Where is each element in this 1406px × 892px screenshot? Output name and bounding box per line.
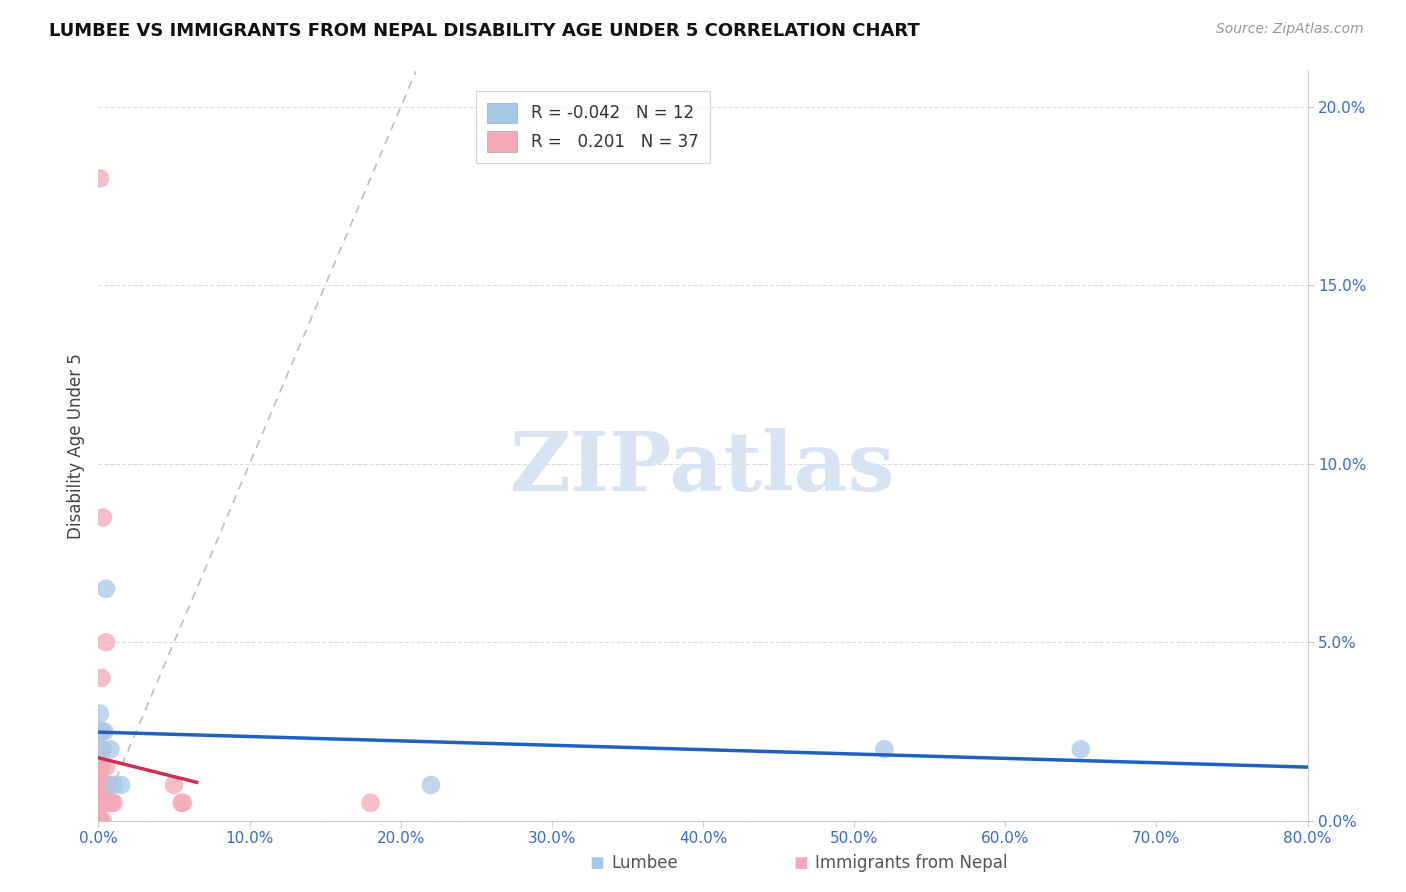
- Point: [91, 814, 114, 828]
- Point: [170, 796, 193, 810]
- Point: [96, 796, 118, 810]
- Point: [89, 706, 111, 721]
- Text: ZIPatlas: ZIPatlas: [510, 428, 896, 508]
- Point: [93, 778, 115, 792]
- Point: [89, 778, 111, 792]
- Point: [90, 724, 112, 739]
- Point: [91, 796, 114, 810]
- Point: [90, 742, 112, 756]
- Point: [103, 796, 125, 810]
- Point: [90, 671, 112, 685]
- Text: LUMBEE VS IMMIGRANTS FROM NEPAL DISABILITY AGE UNDER 5 CORRELATION CHART: LUMBEE VS IMMIGRANTS FROM NEPAL DISABILI…: [49, 22, 920, 40]
- Point: [100, 742, 122, 756]
- Point: [89, 724, 111, 739]
- Point: [93, 724, 115, 739]
- Text: Source: ZipAtlas.com: Source: ZipAtlas.com: [1216, 22, 1364, 37]
- Text: ◼: ◼: [793, 855, 808, 872]
- Point: [89, 796, 111, 810]
- Point: [93, 796, 115, 810]
- Point: [89, 778, 111, 792]
- Point: [420, 778, 443, 792]
- Point: [172, 796, 194, 810]
- Text: ◼: ◼: [589, 855, 605, 872]
- Legend: R = -0.042   N = 12, R =   0.201   N = 37: R = -0.042 N = 12, R = 0.201 N = 37: [475, 91, 710, 163]
- Point: [89, 171, 111, 186]
- Point: [94, 582, 117, 596]
- Point: [360, 796, 382, 810]
- Point: [98, 796, 121, 810]
- Point: [103, 778, 125, 792]
- Point: [87, 814, 110, 828]
- Point: [89, 760, 111, 774]
- Point: [94, 778, 117, 792]
- Point: [90, 778, 112, 792]
- Y-axis label: Disability Age Under 5: Disability Age Under 5: [66, 353, 84, 539]
- Point: [91, 742, 114, 756]
- Point: [90, 760, 112, 774]
- Point: [89, 814, 111, 828]
- Point: [87, 796, 110, 810]
- Point: [1070, 742, 1092, 756]
- Point: [89, 796, 111, 810]
- Point: [89, 796, 111, 810]
- Point: [110, 778, 132, 792]
- Point: [89, 814, 111, 828]
- Point: [163, 778, 186, 792]
- Point: [90, 724, 112, 739]
- Text: Immigrants from Nepal: Immigrants from Nepal: [815, 855, 1008, 872]
- Point: [91, 510, 114, 524]
- Point: [100, 796, 122, 810]
- Point: [94, 635, 117, 649]
- Text: Lumbee: Lumbee: [612, 855, 678, 872]
- Point: [873, 742, 896, 756]
- Point: [89, 814, 111, 828]
- Point: [98, 778, 121, 792]
- Point: [101, 796, 124, 810]
- Point: [91, 778, 114, 792]
- Point: [94, 760, 117, 774]
- Point: [89, 778, 111, 792]
